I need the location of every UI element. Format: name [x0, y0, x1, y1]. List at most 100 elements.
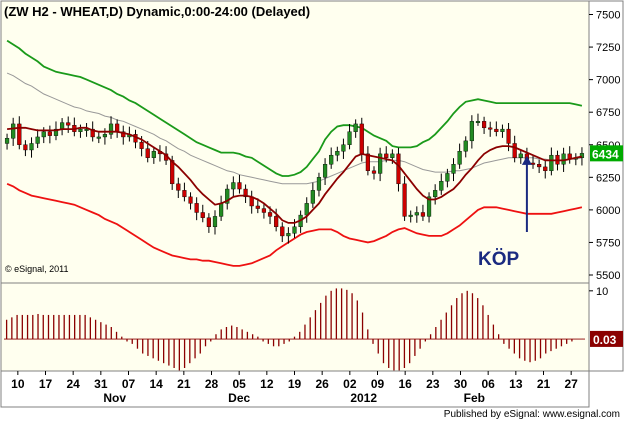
candle-body — [353, 123, 358, 132]
time-axis — [0, 370, 590, 408]
candle-body — [139, 141, 144, 149]
price-tick-label: 5750 — [596, 237, 620, 249]
price-tick-label: 7500 — [596, 10, 620, 22]
time-tick-label: 17 — [39, 377, 53, 391]
time-tick-label: 21 — [537, 377, 551, 391]
candle-body — [322, 164, 328, 178]
candle-body — [286, 233, 291, 237]
price-tick-label: 6750 — [596, 107, 620, 119]
candle-body — [292, 226, 297, 234]
price-tick-label: 6250 — [596, 172, 620, 184]
candle-body — [35, 136, 40, 144]
candle-body — [378, 153, 383, 174]
candle-body — [310, 190, 315, 204]
last-value-marker — [590, 330, 623, 347]
time-tick-label: 10 — [11, 377, 25, 391]
candle-body — [414, 212, 419, 216]
candle-body — [469, 121, 474, 142]
copyright-note: © eSignal, 2011 — [5, 264, 69, 274]
candle-body — [243, 188, 248, 198]
candle-body — [347, 131, 352, 145]
candle-body — [365, 153, 370, 172]
chart-title: (ZW H2 - WHEAT,D) Dynamic,0:00-24:00 (De… — [4, 4, 310, 19]
time-tick-label: 06 — [481, 377, 495, 391]
candle-body — [11, 123, 16, 139]
candle-body — [66, 122, 71, 126]
time-tick-label: 23 — [426, 377, 440, 391]
candle-body — [371, 170, 377, 174]
time-tick-label: 30 — [454, 377, 468, 391]
candle-body — [212, 216, 218, 228]
candle-body — [481, 121, 487, 129]
candle-body — [274, 216, 279, 228]
candle-body — [549, 154, 554, 172]
candle-body — [463, 140, 468, 152]
candle-body — [329, 154, 334, 165]
publisher-credit: Published by eSignal: www.esignal.com — [444, 409, 620, 420]
candle-body — [84, 128, 89, 131]
price-tick-label: 7000 — [596, 75, 620, 87]
time-tick-label: 21 — [177, 377, 191, 391]
candle-body — [206, 217, 211, 228]
candle-body — [41, 131, 46, 138]
candle-body — [145, 148, 150, 158]
candle-body — [543, 166, 548, 172]
candle-body — [231, 182, 236, 190]
candle-body — [512, 143, 517, 158]
candle-body — [121, 131, 126, 138]
month-label: 2012 — [350, 391, 377, 405]
candle-body — [115, 123, 120, 132]
time-tick-label: 19 — [288, 377, 302, 391]
candle-body — [29, 143, 34, 151]
candle-body — [316, 177, 322, 191]
candle-body — [451, 164, 456, 174]
candle-body — [219, 203, 224, 217]
time-tick-label: 09 — [371, 377, 385, 391]
price-tick-label: 5500 — [596, 270, 620, 282]
candle-body — [267, 212, 273, 217]
candle-body — [408, 214, 413, 217]
candle-body — [494, 128, 499, 132]
candle-body — [579, 153, 585, 158]
upper-band-line — [6, 39, 583, 177]
candle-body — [396, 153, 401, 185]
candle-body — [439, 181, 444, 191]
candle-body — [426, 196, 432, 217]
oscillator-panel — [1, 283, 589, 371]
candle-body — [200, 212, 205, 218]
candle-body — [402, 183, 407, 217]
candle-body — [237, 182, 242, 190]
candle-body — [176, 183, 181, 191]
time-tick-label: 24 — [66, 377, 80, 391]
candle-body — [17, 123, 22, 145]
candle-body — [188, 196, 193, 204]
candle-body — [518, 153, 523, 158]
middle-band-line — [6, 72, 583, 185]
time-tick-label: 02 — [343, 377, 357, 391]
buy-arrow-head — [521, 155, 532, 165]
price-panel — [1, 1, 589, 283]
buy-annotation: KÖP — [478, 249, 520, 270]
lower-band-line — [6, 182, 583, 267]
candle-body — [561, 153, 566, 165]
time-tick-label: 16 — [398, 377, 412, 391]
last-value-label: 0.03 — [593, 333, 617, 347]
time-tick-label: 05 — [232, 377, 246, 391]
time-tick-label: 14 — [149, 377, 163, 391]
candle-body — [420, 212, 426, 217]
time-tick-label: 31 — [94, 377, 108, 391]
candle-body — [445, 173, 450, 182]
price-tick-label: 7250 — [596, 42, 620, 54]
last-price-marker — [590, 145, 623, 162]
candle-body — [500, 128, 505, 132]
time-tick-label: 26 — [315, 377, 329, 391]
candle-body — [390, 153, 395, 158]
candle-body — [280, 226, 285, 237]
candle-body — [151, 151, 156, 158]
candle-body — [96, 136, 101, 139]
candle-body — [530, 162, 536, 165]
candle-body — [225, 188, 230, 204]
candle-body — [90, 128, 95, 138]
month-label: Nov — [103, 391, 126, 405]
